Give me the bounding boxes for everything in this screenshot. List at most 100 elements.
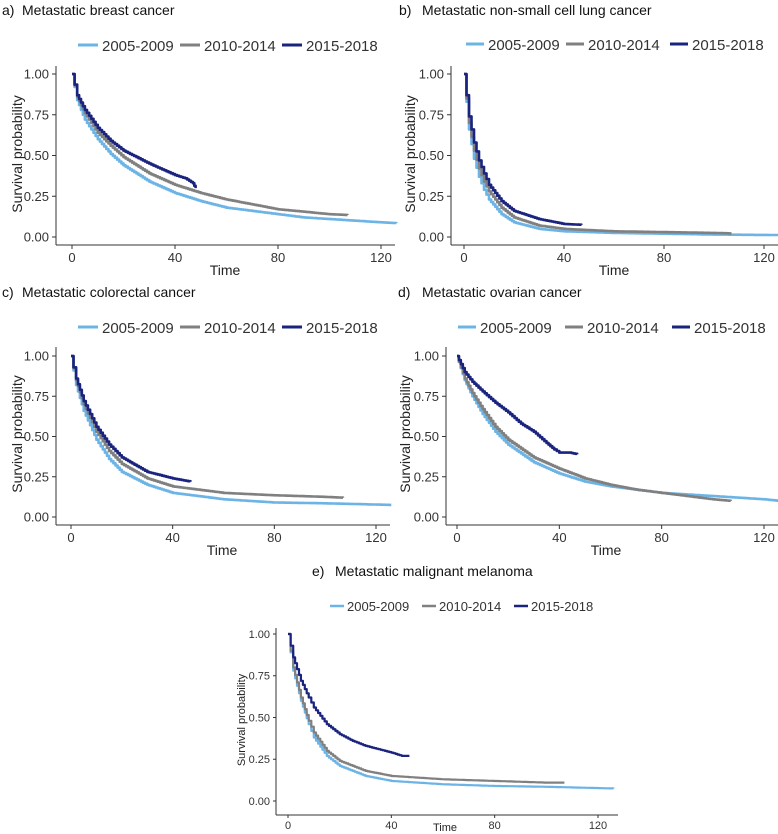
x-axis-title: Time bbox=[207, 542, 238, 558]
x-ticks: 0 40 80 120 bbox=[68, 245, 392, 265]
y-axis-title: Survival probability bbox=[236, 673, 248, 766]
legend-label: 2015-2018 bbox=[694, 320, 766, 337]
legend-label: 2005-2009 bbox=[480, 320, 552, 337]
x-tick-label: 0 bbox=[68, 250, 75, 265]
y-tick-label: 0.00 bbox=[414, 510, 439, 525]
series-line-2005-2009 bbox=[72, 72, 398, 225]
legend-label: 2015-2018 bbox=[531, 599, 593, 614]
y-ticks: 0.00 0.25 0.50 0.75 1.00 bbox=[419, 67, 451, 245]
y-tick-label: 0.25 bbox=[249, 754, 270, 766]
panel-label: c) bbox=[2, 284, 14, 300]
x-axis-title: Time bbox=[210, 262, 241, 278]
y-tick-label: 1.00 bbox=[24, 67, 49, 82]
panel-title: Metastatic colorectal cancer bbox=[22, 284, 196, 300]
legend-label: 2005-2009 bbox=[102, 320, 174, 337]
x-tick-label: 120 bbox=[370, 250, 392, 265]
x-tick-label: 120 bbox=[753, 250, 775, 265]
series-line-2005-2009 bbox=[71, 354, 392, 507]
series-line-2015-2018 bbox=[72, 72, 197, 189]
y-tick-label: 0.50 bbox=[24, 148, 49, 163]
y-axis-title: Survival probability bbox=[9, 375, 25, 493]
x-tick-label: 80 bbox=[657, 250, 671, 265]
curves bbox=[464, 72, 778, 237]
y-tick-label: 0.75 bbox=[24, 107, 49, 122]
y-ticks: 0.00 0.25 0.50 0.75 1.00 bbox=[24, 349, 56, 525]
x-tick-label: 40 bbox=[557, 250, 571, 265]
legend-label: 2010-2014 bbox=[588, 37, 660, 54]
y-tick-label: 0.00 bbox=[249, 796, 270, 808]
x-tick-label: 40 bbox=[165, 530, 179, 545]
curves bbox=[72, 72, 398, 225]
x-tick-label: 80 bbox=[267, 530, 281, 545]
y-tick-label: 1.00 bbox=[24, 349, 49, 364]
legend: 2005-2009 2010-2014 2015-2018 bbox=[78, 320, 378, 337]
y-tick-label: 0.75 bbox=[419, 107, 444, 122]
x-tick-label: 0 bbox=[67, 530, 74, 545]
panel-ovarian-cancer: d) Metastatic ovarian cancer 2005-2009 2… bbox=[397, 284, 778, 558]
curves bbox=[288, 632, 615, 790]
panel-nsclc: b) Metastatic non-small cell lung cancer… bbox=[399, 2, 778, 278]
legend-label: 2010-2014 bbox=[204, 320, 276, 337]
x-tick-label: 0 bbox=[460, 250, 467, 265]
y-ticks: 0.00 0.25 0.50 0.75 1.00 bbox=[414, 349, 446, 525]
y-tick-label: 0.00 bbox=[24, 230, 49, 245]
panel-colorectal-cancer: c) Metastatic colorectal cancer 2005-200… bbox=[2, 284, 392, 558]
x-tick-label: 120 bbox=[365, 530, 387, 545]
y-tick-label: 0.25 bbox=[414, 469, 439, 484]
series-line-2010-2014 bbox=[71, 354, 345, 499]
legend: 2005-2009 2010-2014 2015-2018 bbox=[78, 38, 378, 55]
y-ticks: 0.00 0.25 0.50 0.75 1.00 bbox=[24, 67, 56, 245]
x-tick-label: 40 bbox=[168, 250, 182, 265]
x-tick-label: 120 bbox=[753, 530, 775, 545]
series-line-2005-2009 bbox=[464, 72, 778, 237]
panel-label: e) bbox=[312, 563, 324, 579]
y-axis-title: Survival probability bbox=[397, 375, 413, 493]
legend-label: 2010-2014 bbox=[587, 320, 659, 337]
series-line-2015-2018 bbox=[71, 354, 192, 483]
series-line-2005-2009 bbox=[457, 354, 778, 502]
legend-label: 2015-2018 bbox=[306, 38, 378, 55]
series-line-2010-2014 bbox=[288, 632, 565, 784]
y-tick-label: 0.50 bbox=[249, 712, 270, 724]
y-tick-label: 0.25 bbox=[24, 469, 49, 484]
curves bbox=[457, 354, 778, 502]
x-tick-label: 80 bbox=[271, 250, 285, 265]
y-tick-label: 0.50 bbox=[414, 429, 439, 444]
x-tick-label: 80 bbox=[489, 820, 501, 832]
panel-title: Metastatic ovarian cancer bbox=[422, 284, 582, 300]
legend-label: 2010-2014 bbox=[439, 599, 501, 614]
legend-label: 2015-2018 bbox=[306, 320, 378, 337]
legend-label: 2005-2009 bbox=[488, 37, 560, 54]
series-line-2010-2014 bbox=[457, 354, 732, 502]
panel-title: Metastatic non-small cell lung cancer bbox=[422, 2, 652, 18]
y-axis-title: Survival probability bbox=[9, 95, 25, 213]
legend-label: 2015-2018 bbox=[692, 37, 764, 54]
x-ticks: 0 40 80 120 bbox=[453, 525, 775, 545]
series-line-2015-2018 bbox=[288, 632, 410, 757]
y-tick-label: 1.00 bbox=[414, 349, 439, 364]
series-line-2015-2018 bbox=[464, 72, 583, 226]
x-ticks: 0 40 80 120 bbox=[67, 525, 387, 545]
legend-label: 2010-2014 bbox=[204, 38, 276, 55]
x-tick-label: 40 bbox=[552, 530, 566, 545]
y-tick-label: 0.75 bbox=[249, 671, 270, 683]
y-tick-label: 1.00 bbox=[249, 629, 270, 641]
curves bbox=[71, 354, 392, 507]
y-tick-label: 0.50 bbox=[24, 429, 49, 444]
panel-label: b) bbox=[399, 2, 411, 18]
x-tick-label: 40 bbox=[385, 820, 397, 832]
legend: 2005-2009 2010-2014 2015-2018 bbox=[466, 37, 764, 54]
legend-label: 2005-2009 bbox=[102, 38, 174, 55]
x-tick-label: 0 bbox=[285, 820, 291, 832]
y-axis-title: Survival probability bbox=[402, 95, 418, 213]
panel-title: Metastatic breast cancer bbox=[22, 2, 175, 18]
legend-label: 2005-2009 bbox=[347, 599, 409, 614]
x-tick-label: 80 bbox=[654, 530, 668, 545]
x-tick-label: 120 bbox=[589, 820, 607, 832]
x-axis-title: Time bbox=[591, 542, 622, 558]
y-tick-label: 0.25 bbox=[419, 189, 444, 204]
legend: 2005-2009 2010-2014 2015-2018 bbox=[458, 320, 766, 337]
panel-label: a) bbox=[2, 2, 14, 18]
y-tick-label: 0.00 bbox=[419, 230, 444, 245]
